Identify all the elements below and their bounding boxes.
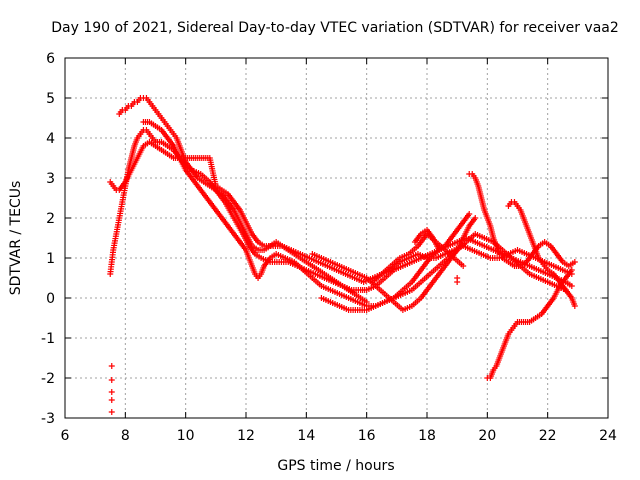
grid (65, 58, 608, 418)
x-tick-label: 22 (539, 428, 557, 444)
data-point-trace-10 (571, 303, 578, 309)
y-tick-label: 4 (46, 131, 55, 147)
y-axis-label: SDTVAR / TECUs (8, 181, 24, 296)
y-tick-label: 1 (46, 251, 55, 267)
y-tick-label: 2 (46, 211, 55, 227)
y-tick-label: -1 (41, 331, 55, 347)
data-point-trace-11 (568, 267, 575, 273)
data-marks (107, 95, 578, 415)
data-point-trace-8 (466, 211, 473, 217)
x-tick-label: 20 (478, 428, 496, 444)
data-point-trace-7 (460, 263, 467, 269)
data-point-trace-13 (454, 275, 461, 281)
data-point-trace-1 (568, 283, 575, 289)
x-tick-label: 8 (121, 428, 130, 444)
x-tick-label: 18 (418, 428, 436, 444)
x-tick-label: 6 (61, 428, 70, 444)
y-tick-label: 6 (46, 51, 55, 67)
y-tick-label: -3 (41, 411, 55, 427)
plot-frame (64, 57, 609, 419)
chart-title: Day 190 of 2021, Sidereal Day-to-day VTE… (51, 20, 619, 36)
x-tick-label: 10 (177, 428, 195, 444)
y-tick-label: 0 (46, 291, 55, 307)
y-tick-label: 5 (46, 91, 55, 107)
data-point-outliers (108, 409, 115, 415)
x-tick-label: 24 (599, 428, 617, 444)
data-point-trace-5 (472, 215, 479, 221)
x-tick-label: 16 (358, 428, 376, 444)
data-point-outliers (108, 363, 115, 369)
data-point-outliers (108, 389, 115, 395)
x-tick-label: 14 (297, 428, 315, 444)
y-tick-label: -2 (41, 371, 55, 387)
x-axis-label: GPS time / hours (277, 458, 394, 474)
y-tick-label: 3 (46, 171, 55, 187)
data-point-outliers (108, 397, 115, 403)
data-point-trace-12 (571, 259, 578, 265)
x-tick-label: 12 (237, 428, 255, 444)
data-point-outliers (108, 377, 115, 383)
data-point-trace-9 (496, 251, 503, 257)
